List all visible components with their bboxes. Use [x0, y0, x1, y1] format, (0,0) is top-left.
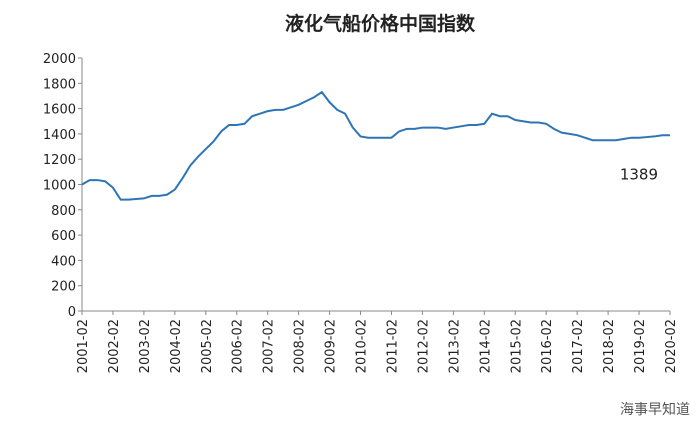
- x-tick-label: 2020-02: [664, 319, 679, 373]
- y-tick-label: 1200: [43, 153, 76, 168]
- x-tick-label: 2007-02: [262, 319, 277, 373]
- y-tick-label: 1600: [43, 103, 76, 118]
- y-tick-label: 200: [51, 280, 76, 295]
- x-tick-label: 2012-02: [416, 319, 431, 373]
- x-tick-label: 2018-02: [602, 319, 617, 373]
- y-tick-label: 600: [51, 229, 76, 244]
- x-tick-label: 2003-02: [138, 319, 153, 373]
- x-tick-label: 2015-02: [509, 319, 524, 373]
- y-tick-label: 2000: [43, 52, 76, 67]
- x-tick-label: 2001-02: [76, 319, 91, 373]
- x-tick-label: 2008-02: [293, 319, 308, 373]
- x-tick-label: 2011-02: [385, 319, 400, 373]
- x-tick-label: 2002-02: [107, 319, 122, 373]
- x-tick-label: 2010-02: [355, 319, 370, 373]
- x-tick-label: 2019-02: [633, 319, 648, 373]
- x-tick-label: 2004-02: [169, 319, 184, 373]
- data-label: 1389: [620, 165, 658, 183]
- x-tick-label: 2016-02: [540, 319, 555, 373]
- x-tick-label: 2013-02: [447, 319, 462, 373]
- x-tick-label: 2005-02: [200, 319, 215, 373]
- y-tick-label: 0: [68, 305, 76, 320]
- chart-title: 液化气船价格中国指数: [285, 12, 476, 35]
- y-tick-label: 1800: [43, 77, 76, 92]
- y-tick-label: 1400: [43, 128, 76, 143]
- y-tick-label: 1000: [43, 179, 76, 194]
- x-tick-label: 2017-02: [571, 319, 586, 373]
- x-tick-label: 2014-02: [478, 319, 493, 373]
- watermark: 海事早知道: [620, 401, 690, 418]
- line: [81, 90, 670, 201]
- x-tick-label: 2009-02: [324, 319, 339, 373]
- y-tick-label: 400: [51, 254, 76, 269]
- y-tick-label: 800: [51, 204, 76, 219]
- x-tick-label: 2006-02: [231, 319, 246, 373]
